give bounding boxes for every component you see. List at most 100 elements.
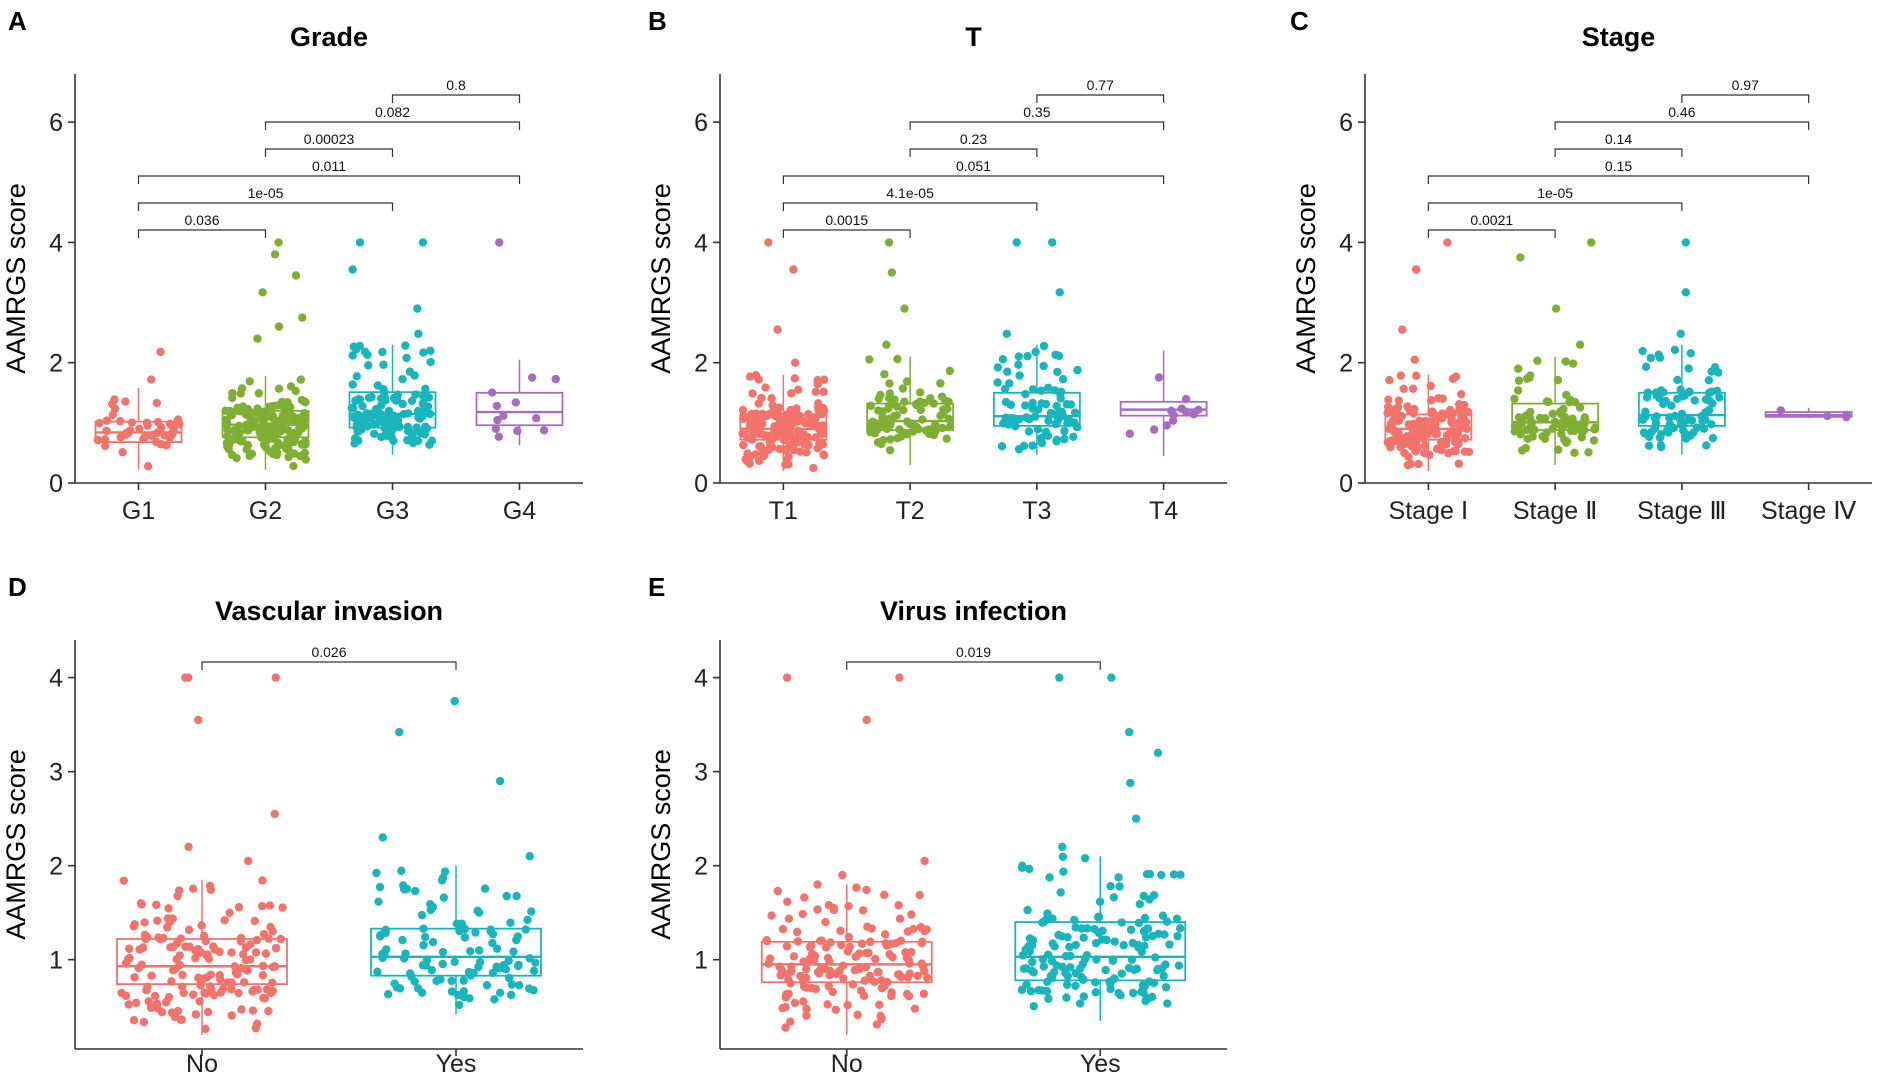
data-point xyxy=(450,957,459,967)
data-point xyxy=(1540,414,1550,423)
data-point xyxy=(422,392,432,401)
data-point xyxy=(1684,387,1694,396)
data-point xyxy=(757,393,766,403)
data-point xyxy=(1432,444,1442,454)
data-point xyxy=(241,943,251,952)
data-point xyxy=(300,415,310,424)
data-point xyxy=(353,424,363,434)
data-point xyxy=(1692,423,1702,432)
data-point xyxy=(507,980,517,989)
comparison-bracket: 0.051 xyxy=(782,158,1165,184)
data-point xyxy=(1149,425,1159,434)
data-point xyxy=(471,928,480,937)
data-point xyxy=(1384,395,1393,404)
y-axis-label: AAMRGS score xyxy=(1291,183,1321,374)
data-point xyxy=(782,420,791,429)
data-point xyxy=(1025,864,1034,874)
data-point xyxy=(453,990,463,1000)
data-point xyxy=(885,445,895,455)
data-point xyxy=(1514,364,1523,373)
y-axis-label: AAMRGS score xyxy=(1,749,31,940)
data-point xyxy=(1126,925,1136,934)
panel-e: E Virus infection AAMRGS score 1 2 3 4 No Yes 0.0… xyxy=(646,572,1227,1078)
comparison-bracket: 0.15 xyxy=(1427,158,1810,184)
bracket-line xyxy=(201,661,457,670)
data-point xyxy=(1776,406,1785,415)
data-point xyxy=(880,890,889,900)
y-tick-label: 4 xyxy=(49,665,63,693)
data-point xyxy=(382,419,391,428)
data-point xyxy=(944,397,953,406)
data-point xyxy=(907,910,916,919)
data-point xyxy=(1079,992,1088,1001)
data-point xyxy=(1062,993,1071,1002)
data-point xyxy=(795,428,804,437)
box-rect xyxy=(1511,402,1600,431)
data-point xyxy=(1551,304,1561,313)
data-point xyxy=(1587,238,1596,247)
data-point xyxy=(1442,431,1452,440)
data-point xyxy=(110,395,119,404)
data-point xyxy=(486,925,495,934)
data-point xyxy=(1533,356,1542,365)
data-point xyxy=(1137,947,1146,957)
data-point xyxy=(373,381,383,390)
data-point xyxy=(882,340,891,349)
data-point xyxy=(1105,979,1115,989)
data-point xyxy=(220,916,229,925)
data-point xyxy=(1002,329,1012,339)
data-point xyxy=(1684,431,1694,440)
comparison-bracket: 0.026 xyxy=(201,644,457,670)
p-value-label: 0.082 xyxy=(375,104,410,120)
data-point xyxy=(1456,416,1466,425)
data-point xyxy=(270,250,280,259)
data-point xyxy=(399,881,408,890)
data-point xyxy=(1426,417,1436,427)
box-rect xyxy=(760,940,933,984)
data-point xyxy=(929,430,939,440)
data-point xyxy=(1448,374,1458,383)
data-point xyxy=(152,1003,162,1013)
data-point xyxy=(523,915,532,925)
comparison-bracket: 0.97 xyxy=(1681,77,1810,103)
data-point xyxy=(773,325,782,334)
box-t2 xyxy=(865,238,955,465)
box-rect xyxy=(348,391,437,429)
data-point xyxy=(798,909,807,919)
data-point xyxy=(1160,930,1169,939)
data-point xyxy=(460,933,470,942)
data-point xyxy=(1047,956,1057,966)
data-point xyxy=(784,914,794,923)
data-point xyxy=(203,1007,213,1017)
data-point xyxy=(789,952,799,961)
data-point xyxy=(751,409,761,418)
data-point xyxy=(1015,371,1024,380)
data-point xyxy=(1145,869,1155,879)
data-point xyxy=(873,967,882,977)
data-point xyxy=(191,953,200,963)
data-point xyxy=(378,833,387,842)
data-point xyxy=(426,357,435,367)
comparison-bracket: 0.14 xyxy=(1554,131,1683,157)
data-point xyxy=(893,970,903,979)
box-no xyxy=(116,673,288,1035)
x-tick-label: G1 xyxy=(122,497,155,525)
x-tick-label: No xyxy=(831,1050,863,1078)
data-point xyxy=(144,997,153,1006)
data-point xyxy=(369,429,379,439)
data-point xyxy=(1041,399,1051,409)
data-point xyxy=(807,415,816,424)
data-point xyxy=(1050,942,1059,951)
data-point xyxy=(799,416,808,426)
data-point xyxy=(819,375,829,384)
data-point xyxy=(298,313,307,322)
data-point xyxy=(1052,401,1061,411)
data-point xyxy=(1041,427,1050,437)
data-point xyxy=(761,431,770,440)
data-point xyxy=(903,989,912,999)
data-point xyxy=(381,928,390,938)
p-value-label: 1e-05 xyxy=(248,185,284,201)
data-point xyxy=(1690,396,1699,405)
data-point xyxy=(1655,393,1664,403)
data-point xyxy=(1712,386,1722,395)
